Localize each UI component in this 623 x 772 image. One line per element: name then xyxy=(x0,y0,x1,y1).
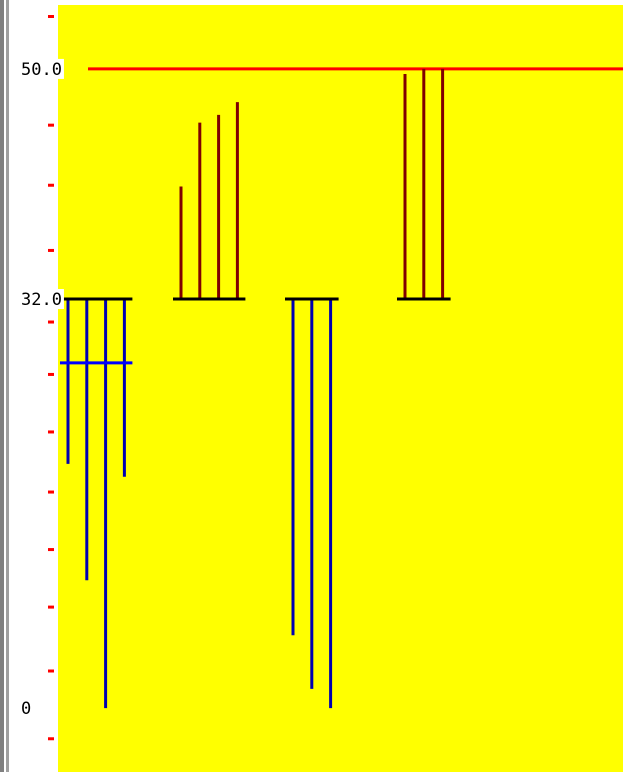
y-tick-label-bg xyxy=(19,698,34,719)
y-tick-label: 50.0 xyxy=(21,60,62,80)
frame-left xyxy=(0,0,4,772)
y-tick-label-bg xyxy=(19,58,64,79)
y-tick-label: 0 xyxy=(21,699,31,719)
frame-inner xyxy=(6,0,9,772)
y-tick-label: 32.0 xyxy=(21,290,62,310)
plot-area xyxy=(58,5,623,772)
y-tick-label-bg xyxy=(19,289,64,310)
layer: 50.0 32.0 0 xyxy=(19,15,623,741)
